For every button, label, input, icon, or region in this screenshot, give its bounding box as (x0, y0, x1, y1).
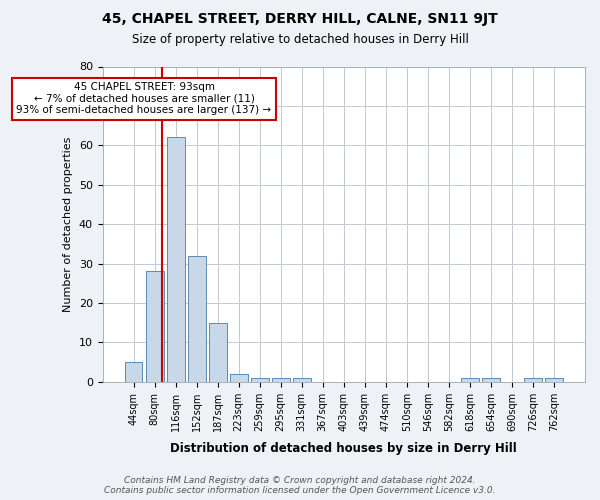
Bar (188, 256, 206, 382)
Bar (230, 374, 248, 382)
Bar (545, 378, 563, 382)
Text: 45 CHAPEL STREET: 93sqm
← 7% of detached houses are smaller (11)
93% of semi-det: 45 CHAPEL STREET: 93sqm ← 7% of detached… (16, 82, 272, 116)
Bar (524, 378, 542, 382)
Bar (293, 378, 311, 382)
Bar (209, 322, 227, 382)
Bar (125, 362, 142, 382)
Bar (167, 138, 185, 382)
Bar (461, 378, 479, 382)
Bar (146, 272, 164, 382)
Text: Contains HM Land Registry data © Crown copyright and database right 2024.
Contai: Contains HM Land Registry data © Crown c… (104, 476, 496, 495)
Bar (482, 378, 500, 382)
Text: Size of property relative to detached houses in Derry Hill: Size of property relative to detached ho… (131, 32, 469, 46)
X-axis label: Distribution of detached houses by size in Derry Hill: Distribution of detached houses by size … (170, 442, 517, 455)
Text: 45, CHAPEL STREET, DERRY HILL, CALNE, SN11 9JT: 45, CHAPEL STREET, DERRY HILL, CALNE, SN… (102, 12, 498, 26)
Bar (251, 378, 269, 382)
Bar (272, 378, 290, 382)
Y-axis label: Number of detached properties: Number of detached properties (63, 136, 73, 312)
